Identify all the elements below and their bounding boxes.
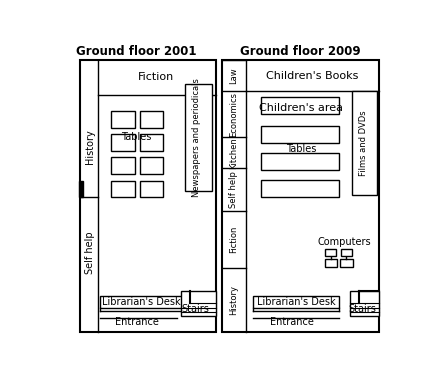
Bar <box>349 291 378 316</box>
Bar <box>111 134 135 151</box>
Bar <box>222 61 378 332</box>
Text: Entrance: Entrance <box>115 317 158 327</box>
Text: Kitchen: Kitchen <box>229 137 238 169</box>
Text: Fiction: Fiction <box>138 72 174 82</box>
Bar <box>260 97 338 114</box>
Text: Fiction: Fiction <box>229 226 238 253</box>
Bar <box>81 61 216 332</box>
Bar <box>185 83 212 191</box>
Text: Economics: Economics <box>229 92 238 137</box>
Bar <box>140 158 163 174</box>
Text: Children's Books: Children's Books <box>265 71 357 81</box>
Text: History: History <box>229 285 238 315</box>
Text: Children's area: Children's area <box>259 103 343 113</box>
Text: Newspapers and periodicals: Newspapers and periodicals <box>192 78 201 197</box>
Text: Self help: Self help <box>229 171 238 208</box>
Bar <box>325 249 335 256</box>
Bar <box>253 296 338 308</box>
Bar <box>140 134 163 151</box>
Bar <box>140 180 163 197</box>
Text: Stairs: Stairs <box>181 304 209 314</box>
Text: Films and DVDs: Films and DVDs <box>358 110 367 176</box>
Text: Entrance: Entrance <box>270 317 313 327</box>
Text: Tables: Tables <box>121 132 151 142</box>
Bar <box>340 259 352 267</box>
Bar <box>351 91 377 195</box>
Bar <box>111 180 135 197</box>
Bar <box>260 153 338 170</box>
Text: Self help: Self help <box>85 232 95 274</box>
Bar <box>111 158 135 174</box>
Bar <box>260 180 338 197</box>
Bar <box>111 111 135 128</box>
Text: History: History <box>85 129 95 164</box>
Bar <box>140 111 163 128</box>
Bar <box>100 296 183 308</box>
Bar <box>324 259 336 267</box>
Text: Ground floor 2001: Ground floor 2001 <box>76 45 196 59</box>
Bar <box>260 126 338 143</box>
Text: Librarian's Desk: Librarian's Desk <box>256 297 334 307</box>
Text: Stairs: Stairs <box>347 304 375 314</box>
Text: Librarian's Desk: Librarian's Desk <box>102 297 181 307</box>
Bar <box>181 291 216 316</box>
Text: Tables: Tables <box>285 144 316 154</box>
Text: Computers: Computers <box>317 237 371 247</box>
Bar <box>340 249 351 256</box>
Text: Ground floor 2009: Ground floor 2009 <box>239 45 359 59</box>
Bar <box>79 181 83 197</box>
Text: Law: Law <box>229 68 238 84</box>
